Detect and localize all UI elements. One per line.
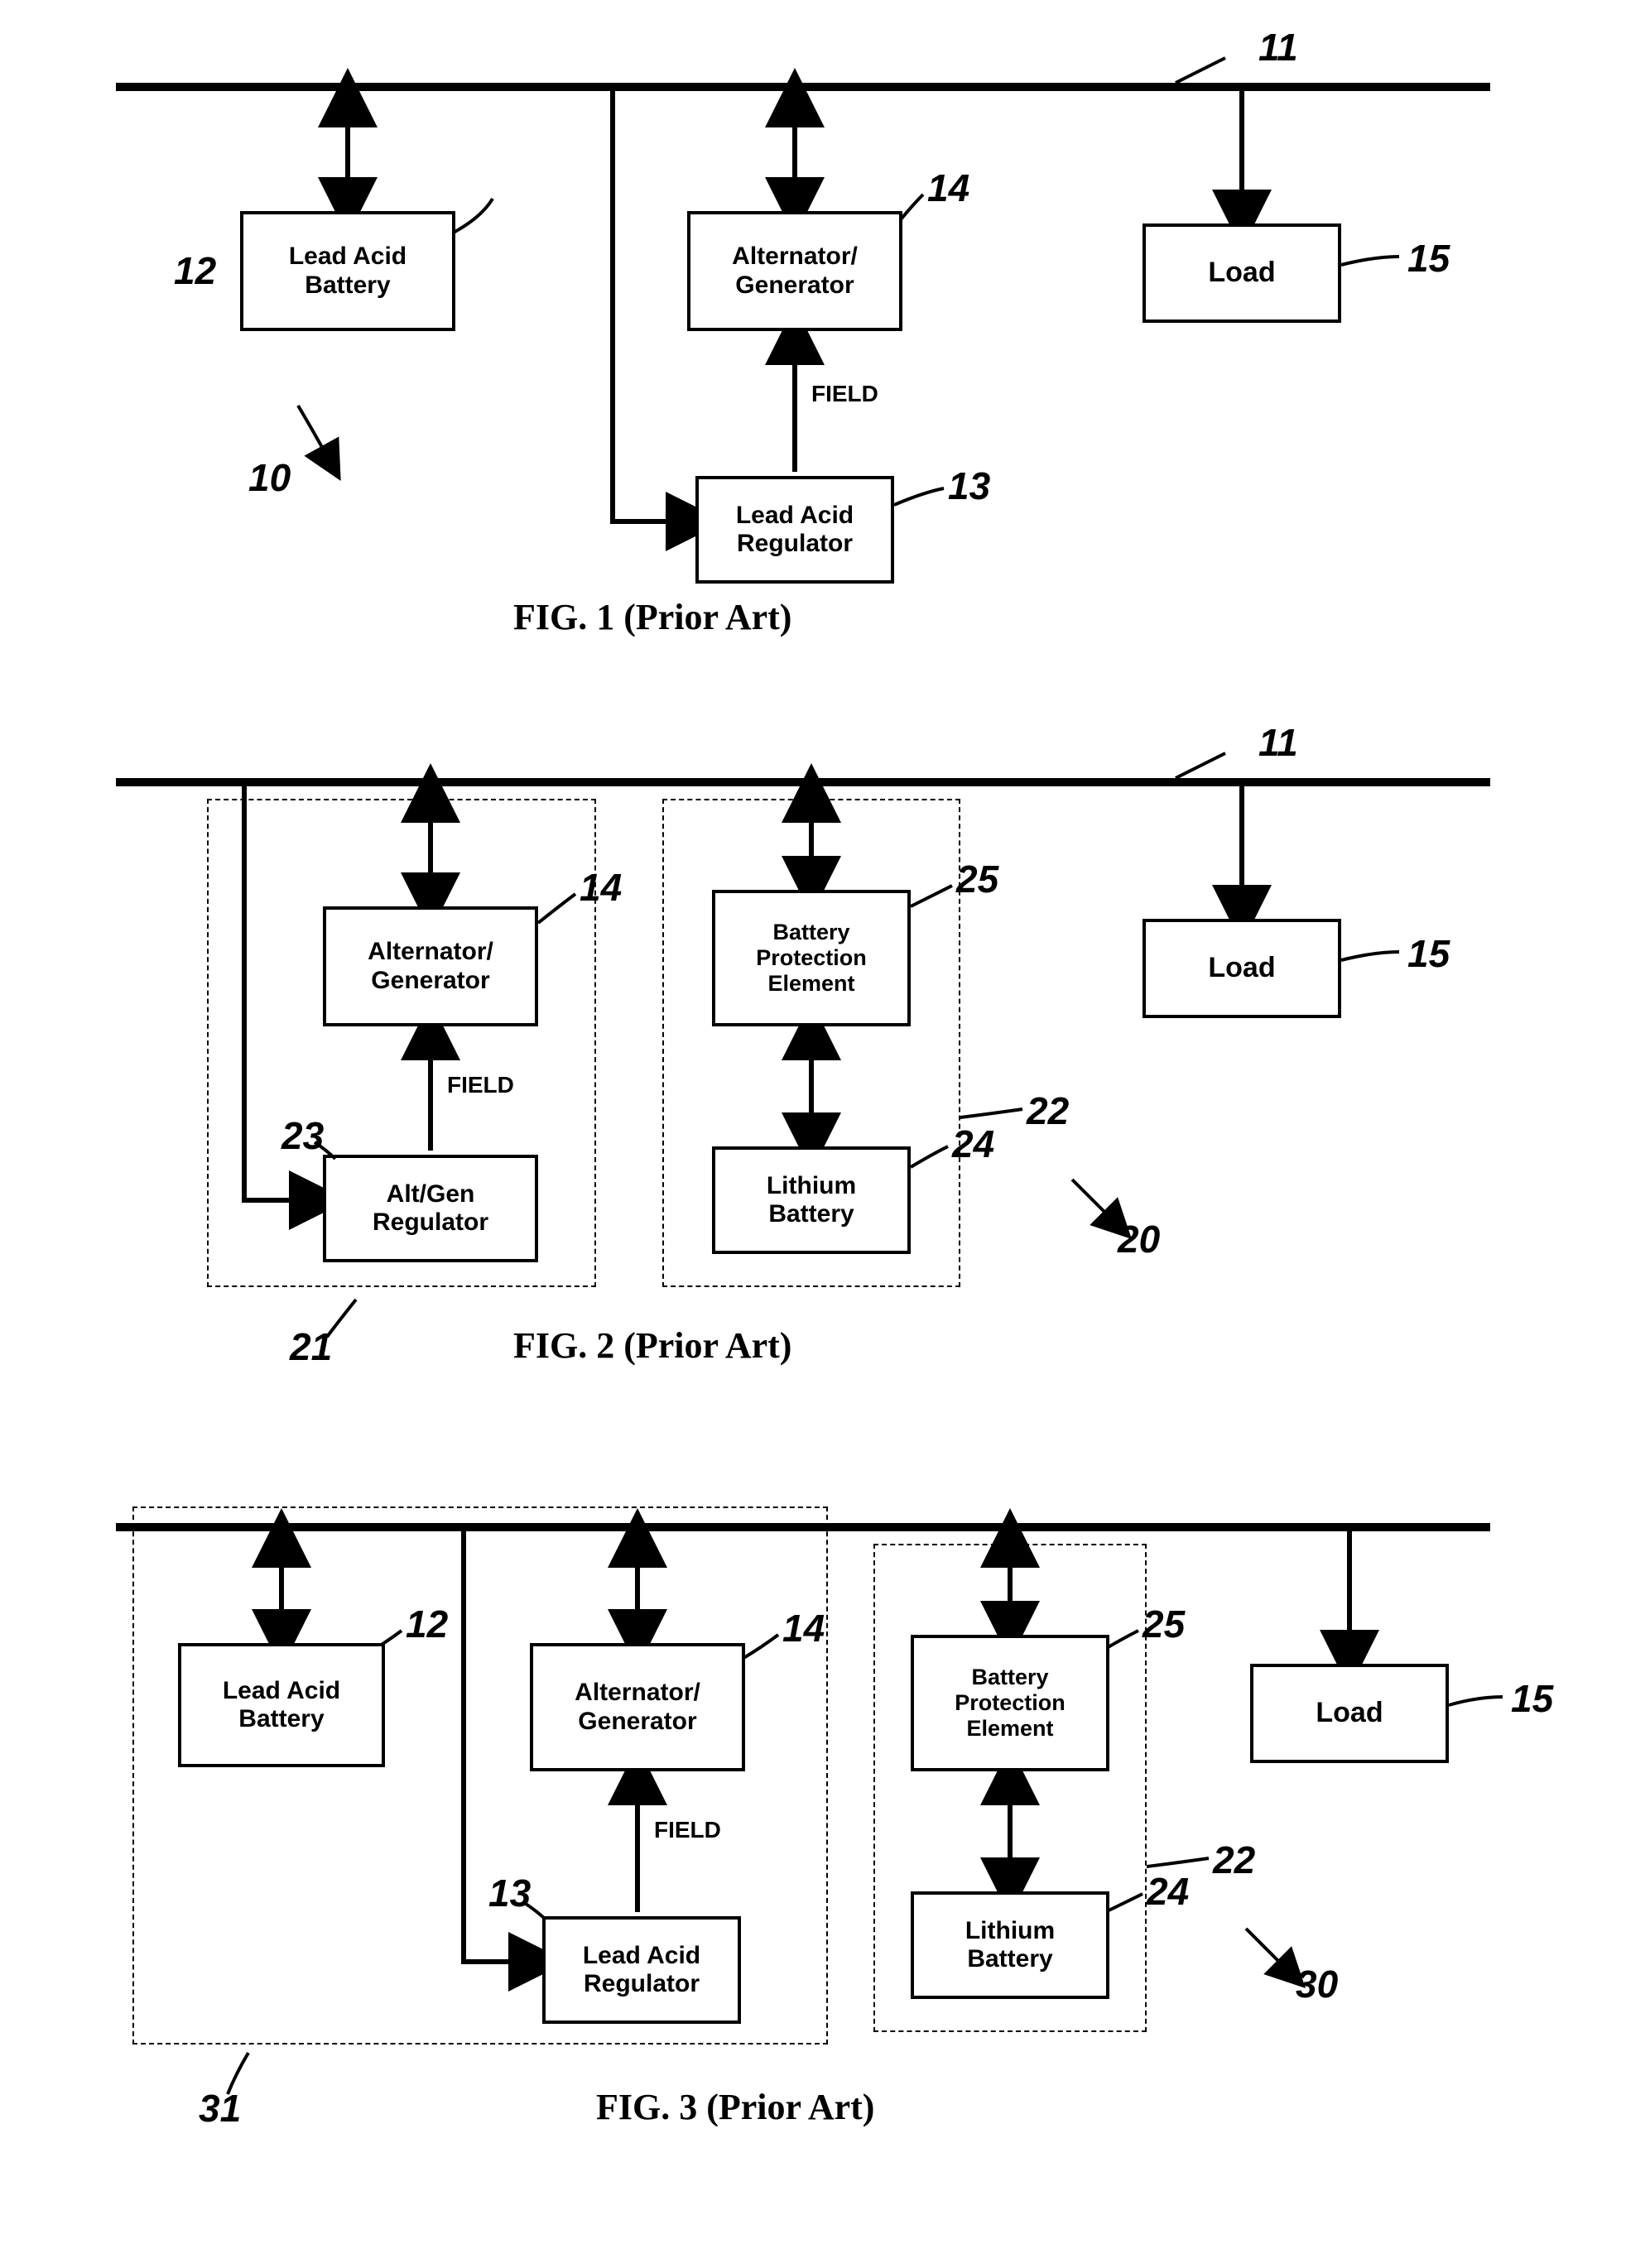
- caption-fig2: FIG. 2 (Prior Art): [513, 1324, 791, 1367]
- alternator-box-fig3: Alternator/Generator: [530, 1643, 745, 1771]
- load-box-fig2: Load: [1143, 919, 1341, 1018]
- altgen-regulator-label: Alt/GenRegulator: [373, 1180, 488, 1237]
- load-ref-fig2: 15: [1407, 931, 1450, 976]
- lithium-box-fig2: LithiumBattery: [712, 1146, 911, 1254]
- alternator-ref-fig2: 14: [580, 865, 622, 910]
- bus-ref-fig2: 11: [1258, 720, 1298, 765]
- field-label-fig1: FIELD: [811, 381, 878, 407]
- lithium-ref-fig3: 24: [1147, 1869, 1189, 1914]
- load-box: Load: [1143, 223, 1341, 323]
- load-box-fig3: Load: [1250, 1664, 1449, 1763]
- battery-protection-box-fig3: BatteryProtectionElement: [911, 1635, 1109, 1771]
- lithium-label-fig3: LithiumBattery: [965, 1917, 1055, 1974]
- caption-fig1: FIG. 1 (Prior Art): [513, 596, 791, 638]
- load-label-fig2: Load: [1208, 952, 1275, 984]
- lithium-ref-fig2: 24: [952, 1122, 994, 1166]
- left-group-ref-fig2: 21: [290, 1324, 332, 1369]
- right-group-ref-fig2: 22: [1027, 1088, 1069, 1133]
- alternator-box-fig2: Alternator/Generator: [323, 906, 538, 1026]
- lead-acid-regulator-label: Lead AcidRegulator: [736, 502, 854, 559]
- lead-acid-regulator-box: Lead AcidRegulator: [695, 476, 894, 584]
- battery-protection-ref-fig2: 25: [956, 857, 998, 901]
- alternator-box: Alternator/Generator: [687, 211, 902, 331]
- load-label-fig3: Load: [1316, 1697, 1383, 1729]
- lead-acid-battery-box-fig3: Lead AcidBattery: [178, 1643, 385, 1767]
- battery-protection-label-fig3: BatteryProtectionElement: [955, 1665, 1066, 1742]
- lead-acid-battery-box: Lead AcidBattery: [240, 211, 455, 331]
- lithium-box-fig3: LithiumBattery: [911, 1891, 1109, 1999]
- system-ref-fig2: 20: [1118, 1217, 1160, 1261]
- left-group-ref-fig3: 31: [199, 2086, 241, 2131]
- caption-fig3: FIG. 3 (Prior Art): [596, 2086, 874, 2128]
- alternator-label-fig2: Alternator/Generator: [368, 938, 493, 995]
- figure-3: Lead AcidBattery 12 Alternator/Generator…: [33, 1473, 1593, 2169]
- field-label-fig2: FIELD: [447, 1072, 514, 1098]
- load-label: Load: [1208, 257, 1275, 289]
- alternator-ref-fig3: 14: [782, 1606, 825, 1651]
- lead-acid-regulator-box-fig3: Lead AcidRegulator: [542, 1916, 741, 2024]
- lithium-label-fig2: LithiumBattery: [767, 1172, 856, 1229]
- lead-acid-battery-ref-fig3: 12: [406, 1602, 448, 1646]
- alternator-ref: 14: [927, 166, 969, 210]
- bus-line: [116, 83, 1490, 91]
- system-ref-fig1: 10: [248, 455, 291, 500]
- bus-ref: 11: [1258, 25, 1298, 70]
- lead-acid-battery-ref: 12: [174, 248, 216, 293]
- altgen-regulator-box: Alt/GenRegulator: [323, 1155, 538, 1262]
- lead-acid-battery-label: Lead AcidBattery: [289, 243, 406, 300]
- right-group-ref-fig3: 22: [1213, 1838, 1255, 1882]
- system-ref-fig3: 30: [1296, 1962, 1338, 2006]
- figure-2: 11 Alternator/Generator: [33, 728, 1593, 1407]
- alternator-label-fig3: Alternator/Generator: [575, 1679, 700, 1736]
- bus-line-fig2: [116, 778, 1490, 786]
- field-label-fig3: FIELD: [654, 1817, 721, 1843]
- alternator-label: Alternator/Generator: [732, 243, 858, 300]
- lead-acid-regulator-ref: 13: [948, 464, 990, 508]
- altgen-regulator-ref: 23: [281, 1113, 324, 1158]
- lead-acid-regulator-ref-fig3: 13: [488, 1871, 531, 1915]
- battery-protection-label-fig2: BatteryProtectionElement: [756, 920, 867, 997]
- lead-acid-regulator-label-fig3: Lead AcidRegulator: [583, 1942, 700, 1999]
- load-ref: 15: [1407, 236, 1450, 281]
- figure-1: 11: [33, 33, 1593, 662]
- load-ref-fig3: 15: [1511, 1676, 1553, 1721]
- battery-protection-ref-fig3: 25: [1143, 1602, 1185, 1646]
- lead-acid-battery-label-fig3: Lead AcidBattery: [223, 1677, 340, 1734]
- battery-protection-box-fig2: BatteryProtectionElement: [712, 890, 911, 1026]
